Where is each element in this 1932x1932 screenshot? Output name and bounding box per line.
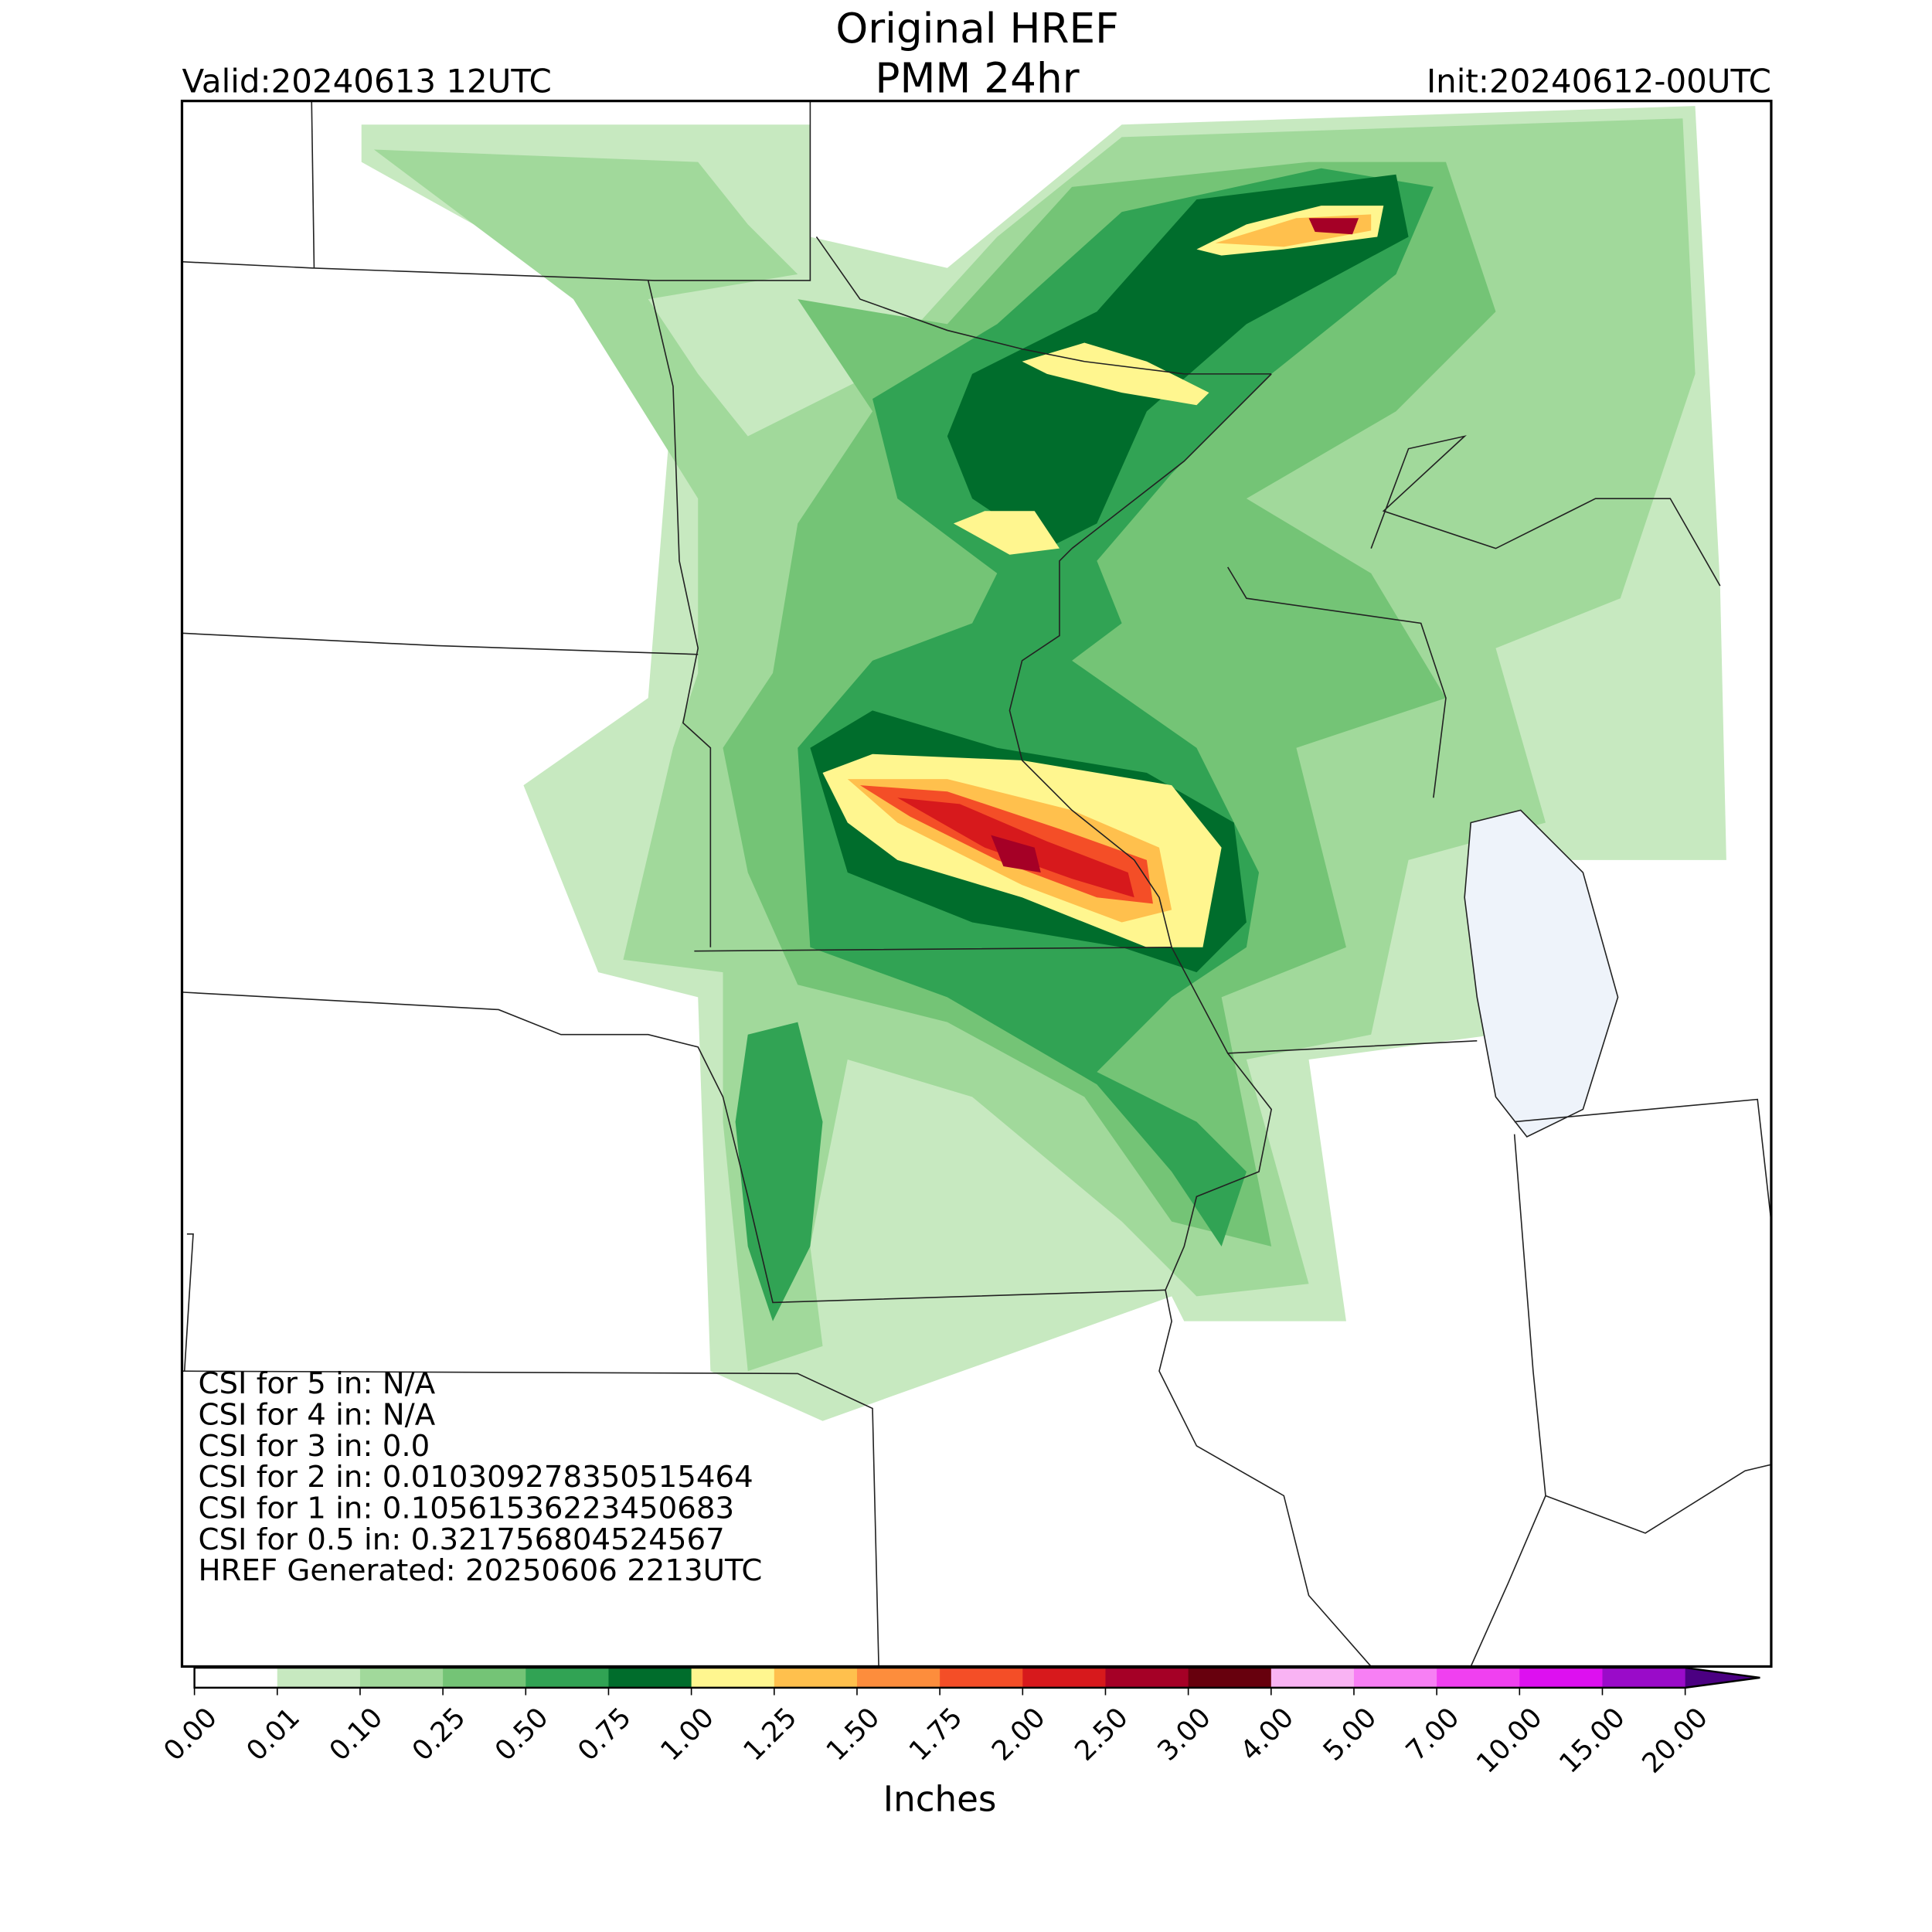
lake-michigan (1464, 809, 1619, 1138)
colorbar-tick-label: 7.00 (1400, 1702, 1466, 1767)
stats-line: CSI for 4 in: N/A (198, 1398, 435, 1433)
colorbar-segment (1022, 1668, 1106, 1688)
colorbar-tick-label: 0.50 (489, 1702, 555, 1767)
colorbar-tick-label: 15.00 (1553, 1702, 1631, 1780)
colorbar-tick-label: 4.00 (1234, 1702, 1300, 1767)
title-line: PMM 24hr (875, 54, 1079, 102)
stats-line: CSI for 1 in: 0.10561536223450683 (198, 1492, 734, 1526)
colorbar-tick-label: 3.00 (1151, 1702, 1217, 1767)
colorbar-tick-label: 0.01 (240, 1702, 306, 1767)
colorbar-segment (443, 1668, 526, 1688)
colorbar-tick-label: 0.10 (323, 1702, 389, 1767)
colorbar-outline (193, 1666, 1760, 1689)
stats-line: HREF Generated: 20250606 2213UTC (198, 1553, 762, 1588)
colorbar-segment (940, 1668, 1023, 1688)
colorbar-segment (1105, 1668, 1189, 1688)
colorbar-segment (1353, 1668, 1437, 1688)
colorbar-segment (774, 1668, 858, 1688)
borders (182, 100, 1772, 1667)
stats-line: CSI for 0.5 in: 0.321756804524567 (198, 1522, 724, 1557)
colorbar-segment (1602, 1668, 1686, 1688)
precip-area (991, 835, 1041, 873)
colorbar-tick-label: 0.75 (572, 1702, 638, 1767)
colorbar-segment (1270, 1668, 1355, 1688)
colorbar-tick-label: 0.25 (406, 1702, 472, 1767)
colorbar-tick-label: 20.00 (1636, 1702, 1714, 1780)
colorbar-segment (1437, 1668, 1520, 1688)
colorbar-extend (1685, 1668, 1760, 1688)
colorbar-segment (856, 1668, 940, 1688)
precipitation (361, 106, 1726, 1421)
valid-time: Valid:20240613 12UTC (182, 62, 551, 100)
colorbar-segment (277, 1668, 361, 1688)
title-line: Original HREF (835, 5, 1118, 53)
stats-line: CSI for 3 in: 0.0 (198, 1429, 430, 1464)
colorbar-segment (608, 1668, 692, 1688)
colorbar-tick-label: 2.50 (1069, 1702, 1134, 1767)
colorbar-segment (359, 1668, 444, 1688)
precip-area (735, 1022, 823, 1321)
colorbar-segment (194, 1668, 278, 1688)
colorbar-tick-label: 1.25 (737, 1702, 803, 1767)
colorbar-tick-label: 2.00 (986, 1702, 1052, 1767)
colorbar-tick-label: 0.00 (158, 1702, 223, 1767)
map (180, 100, 1773, 1668)
colorbar-segment (1188, 1668, 1272, 1688)
colorbar-tick-label: 1.00 (655, 1702, 720, 1767)
colorbar-segment (526, 1668, 609, 1688)
colorbar-tick-label: 1.50 (820, 1702, 886, 1767)
precip-area (947, 174, 1409, 549)
map-frame (180, 100, 1773, 1668)
colorbar-tick-label: 5.00 (1317, 1702, 1383, 1767)
precip-area (953, 511, 1060, 555)
stats-line: CSI for 5 in: N/A (198, 1366, 435, 1401)
colorbar-tick-label: 10.00 (1471, 1702, 1549, 1780)
stats-line: CSI for 2 in: 0.010309278350515464 (198, 1460, 753, 1495)
colorbar-tick-label: 1.75 (903, 1702, 969, 1767)
init-time: Init:20240612-00UTC (1427, 62, 1771, 100)
colorbar-segment (691, 1668, 775, 1688)
precip-area (1308, 218, 1359, 235)
colorbar-segment (1519, 1668, 1603, 1688)
colorbar: 0.00 0.01 0.10 0.25 0.50 0.75 1.00 1.25 1.50 1.75… (158, 1666, 1760, 1780)
colorbar-label: Inches (883, 1779, 997, 1820)
